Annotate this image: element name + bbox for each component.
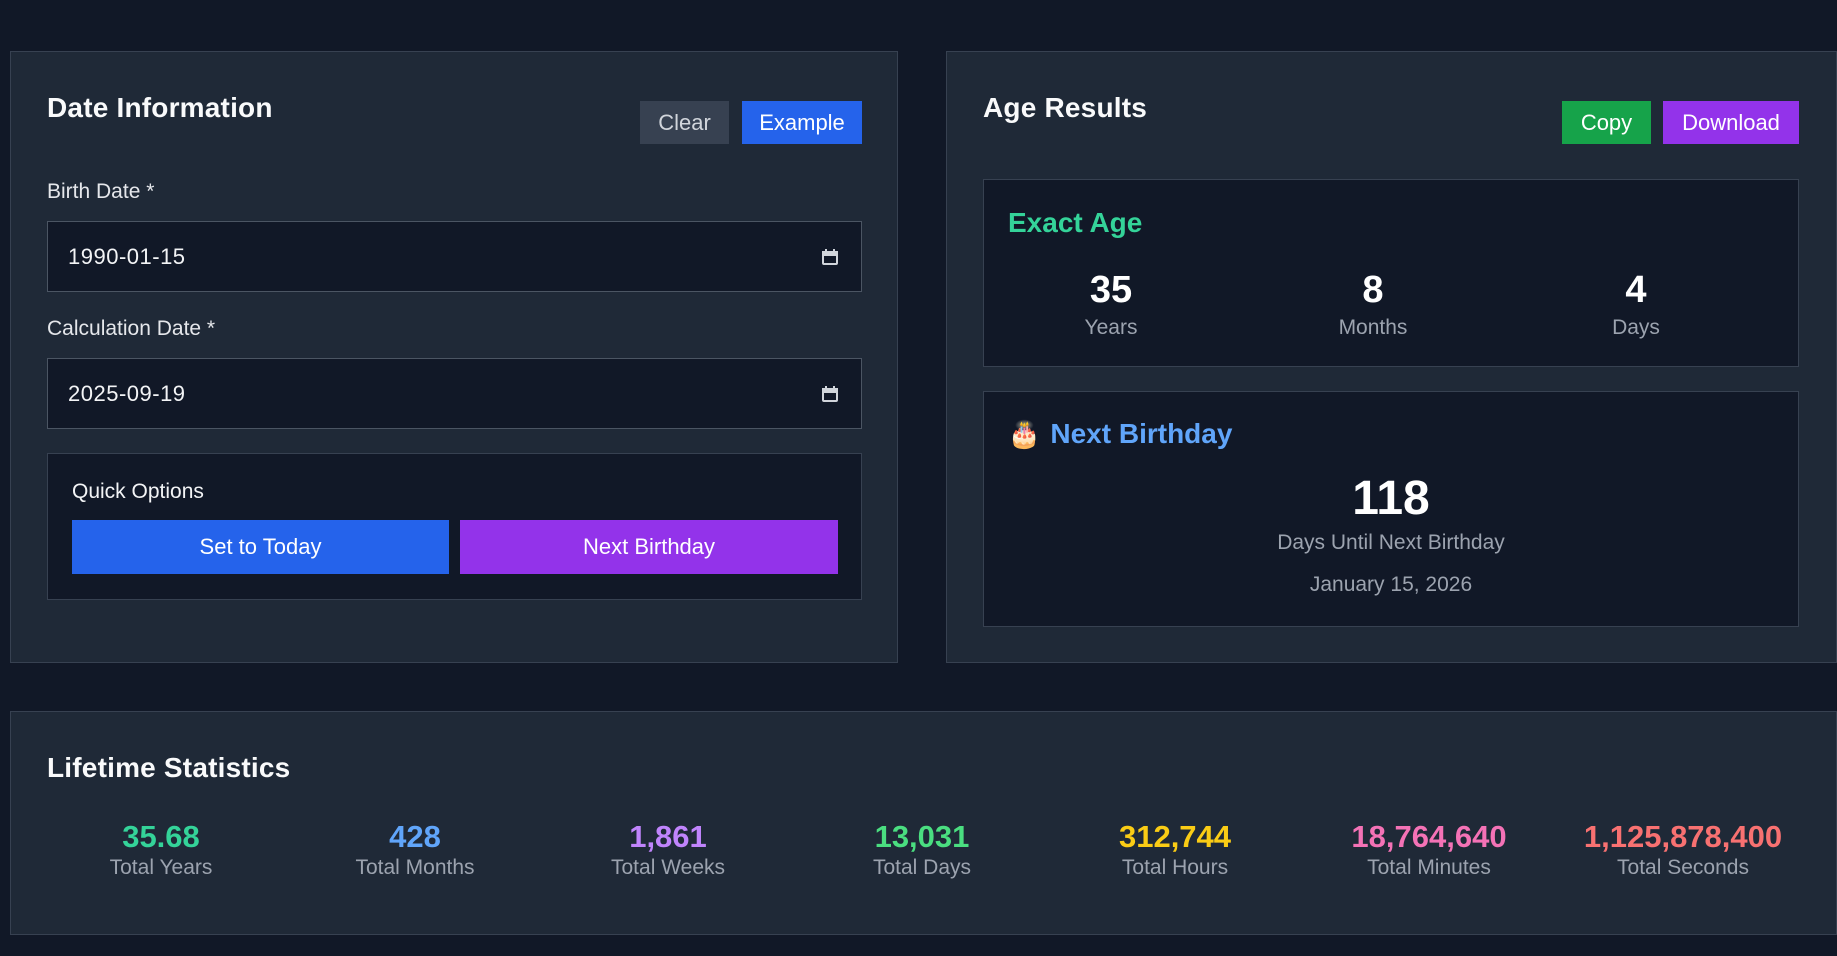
lifetime-statistics-title: Lifetime Statistics [47,752,291,783]
lifetime-statistics-panel: Lifetime Statistics 35.68 Total Years 42… [10,711,1837,935]
copy-button[interactable]: Copy [1562,101,1651,144]
age-days: 4 Days [1536,268,1736,340]
quick-options-title: Quick Options [72,480,204,503]
date-information-title: Date Information [47,92,273,123]
calendar-icon[interactable] [822,248,838,265]
stat-total-months: 428 Total Months [285,819,545,880]
next-birthday-header: 🎂 Next Birthday [1008,418,1232,450]
birth-date-value: 1990-01-15 [68,243,186,269]
stat-value: 428 [389,819,441,854]
stat-label: Total Months [355,856,475,879]
stat-total-minutes: 18,764,640 Total Minutes [1299,819,1559,880]
exact-age-title: Exact Age [1008,207,1143,238]
years-label: Years [1084,316,1138,339]
stat-value: 18,764,640 [1351,819,1507,854]
stat-value: 1,125,878,400 [1583,819,1783,854]
stat-total-seconds: 1,125,878,400 Total Seconds [1553,819,1813,880]
exact-age-box: Exact Age 35 Years 8 Months 4 Days [983,179,1799,367]
stat-label: Total Days [872,856,972,879]
stat-value: 1,861 [629,819,707,854]
stat-value: 35.68 [122,819,200,854]
cake-icon: 🎂 [1008,418,1041,449]
years-value: 35 [1089,269,1133,311]
calculation-date-input[interactable]: 2025-09-19 [47,358,862,429]
birth-date-input[interactable]: 1990-01-15 [47,221,862,292]
age-months: 8 Months [1273,268,1473,340]
stat-value: 312,744 [1118,819,1232,854]
download-button[interactable]: Download [1663,101,1799,144]
example-button[interactable]: Example [742,101,862,144]
stat-label: Total Years [109,856,213,879]
calculation-date-label: Calculation Date * [47,317,216,340]
next-birthday-box: 🎂 Next Birthday 118 Days Until Next Birt… [983,391,1799,627]
stat-total-years: 35.68 Total Years [31,819,291,880]
next-birthday-title: Next Birthday [1050,418,1233,449]
birth-date-label: Birth Date * [47,180,155,203]
days-value: 4 [1625,269,1647,311]
date-information-panel: Date Information Clear Example Birth Dat… [10,51,898,663]
calculation-date-value: 2025-09-19 [68,380,186,406]
quick-options-box: Quick Options Set to Today Next Birthday [47,453,862,600]
stat-total-days: 13,031 Total Days [792,819,1052,880]
calendar-icon[interactable] [822,385,838,402]
stat-label: Total Hours [1121,856,1229,879]
next-birthday-date: January 15, 2026 [1309,573,1473,596]
days-until-label: Days Until Next Birthday [1277,531,1505,554]
stat-total-weeks: 1,861 Total Weeks [538,819,798,880]
age-years: 35 Years [1011,268,1211,340]
days-label: Days [1612,316,1660,339]
days-until-value: 118 [1352,472,1430,525]
age-results-title: Age Results [983,92,1148,123]
stat-label: Total Weeks [611,856,725,879]
months-label: Months [1338,316,1408,339]
clear-button[interactable]: Clear [640,101,729,144]
stat-label: Total Minutes [1367,856,1491,879]
stat-total-hours: 312,744 Total Hours [1045,819,1305,880]
months-value: 8 [1362,269,1384,311]
next-birthday-button[interactable]: Next Birthday [460,520,838,574]
set-to-today-button[interactable]: Set to Today [72,520,449,574]
age-results-panel: Age Results Copy Download Exact Age 35 Y… [946,51,1837,663]
stat-value: 13,031 [874,819,970,854]
stat-label: Total Seconds [1617,856,1749,879]
